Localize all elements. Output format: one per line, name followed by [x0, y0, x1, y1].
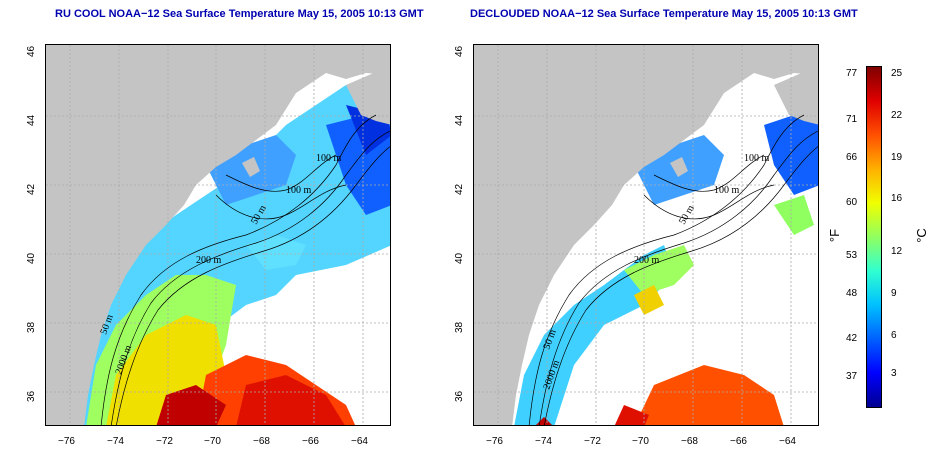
cape-cod — [670, 157, 688, 177]
c-tick: 12 — [891, 246, 903, 257]
right-panel-title: DECLOUDED NOAA−12 Sea Surface Temperatur… — [470, 8, 858, 20]
lat-tick: 46 — [454, 45, 465, 57]
svg-text:200 m: 200 m — [196, 255, 222, 266]
f-tick: 53 — [846, 250, 858, 261]
lat-tick: 44 — [454, 114, 465, 126]
c-tick: 25 — [891, 68, 903, 79]
f-tick: 66 — [846, 152, 858, 163]
f-tick: 42 — [846, 333, 858, 344]
f-tick: 77 — [846, 68, 858, 79]
c-tick: 9 — [891, 288, 897, 299]
lat-tick: 44 — [26, 114, 37, 126]
lon-tick: −66 — [730, 436, 747, 447]
svg-text:100 m: 100 m — [744, 153, 770, 164]
lat-tick: 36 — [26, 390, 37, 402]
fahrenheit-unit-label: °F — [827, 228, 843, 243]
f-tick: 60 — [846, 197, 858, 208]
land-mass — [46, 45, 390, 425]
lat-tick: 40 — [454, 252, 465, 264]
f-tick: 48 — [846, 288, 858, 299]
svg-text:100 m: 100 m — [714, 185, 740, 196]
bathymetry-contours — [528, 114, 818, 425]
lat-tick: 42 — [26, 183, 37, 195]
bathymetry-contours — [100, 114, 390, 425]
cape-cod — [242, 157, 260, 177]
lat-tick: 42 — [454, 183, 465, 195]
celsius-unit-label: °C — [913, 228, 929, 243]
c-tick: 16 — [891, 193, 903, 204]
lon-tick: −70 — [204, 436, 221, 447]
svg-text:100 m: 100 m — [286, 185, 312, 196]
lon-tick: −64 — [779, 436, 796, 447]
svg-text:50 m: 50 m — [677, 203, 697, 226]
lon-tick: −66 — [302, 436, 319, 447]
declouded-sst-map: 100 m 100 m 50 m 200 m 50 m 2000 m — [473, 44, 819, 426]
lat-lon-grid — [46, 45, 390, 425]
f-tick: 71 — [846, 114, 858, 125]
lon-tick: −76 — [486, 436, 503, 447]
lat-lon-grid — [474, 45, 818, 425]
c-tick: 19 — [891, 152, 903, 163]
c-tick: 6 — [891, 330, 897, 341]
c-tick: 22 — [891, 110, 903, 121]
lat-tick: 40 — [26, 252, 37, 264]
lon-tick: −64 — [351, 436, 368, 447]
lon-tick: −68 — [681, 436, 698, 447]
left-panel-title: RU COOL NOAA−12 Sea Surface Temperature … — [55, 8, 424, 20]
nova-scotia — [346, 65, 390, 125]
land-mass — [474, 45, 818, 425]
f-tick: 37 — [846, 371, 858, 382]
lon-tick: −74 — [535, 436, 552, 447]
lon-tick: −72 — [584, 436, 601, 447]
lat-tick: 46 — [26, 45, 37, 57]
cloudy-sst-map: 100 m 100 m 50 m 200 m 50 m 2000 m — [45, 44, 391, 426]
lon-tick: −74 — [107, 436, 124, 447]
lon-tick: −76 — [58, 436, 75, 447]
lat-tick: 38 — [26, 321, 37, 333]
lon-tick: −70 — [632, 436, 649, 447]
lon-tick: −68 — [253, 436, 270, 447]
lat-tick: 38 — [454, 321, 465, 333]
temperature-colorbar — [866, 66, 882, 408]
lat-tick: 36 — [454, 390, 465, 402]
svg-text:200 m: 200 m — [634, 255, 660, 266]
svg-text:100 m: 100 m — [316, 153, 342, 164]
nova-scotia — [774, 65, 818, 125]
c-tick: 3 — [891, 368, 897, 379]
lon-tick: −72 — [156, 436, 173, 447]
